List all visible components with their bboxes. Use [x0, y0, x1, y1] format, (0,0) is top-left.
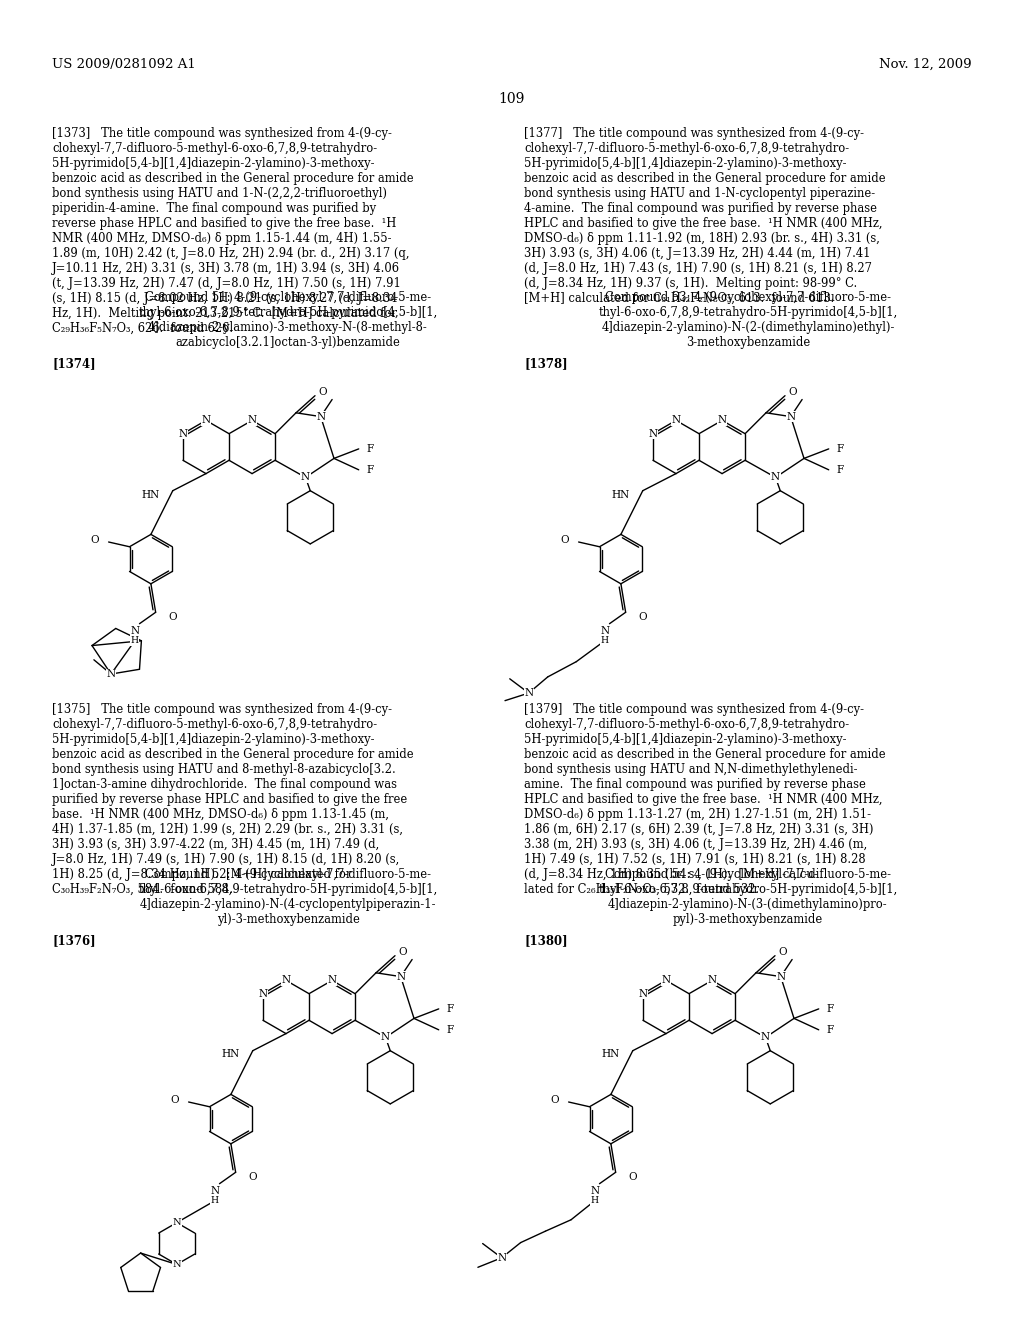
Text: Compound 52: 4-(9-cyclohexyl-7,7-difluoro-5-me-
thyl-6-oxo-6,7,8,9-tetrahydro-5H: Compound 52: 4-(9-cyclohexyl-7,7-difluor… [138, 869, 437, 927]
Text: N: N [282, 975, 291, 986]
Text: N: N [381, 1032, 390, 1043]
Text: H: H [131, 636, 139, 645]
Text: N: N [258, 989, 267, 999]
Text: HN: HN [611, 490, 630, 499]
Text: N: N [600, 626, 609, 636]
Text: N: N [662, 975, 671, 986]
Text: N: N [178, 429, 187, 438]
Text: F: F [826, 1005, 834, 1014]
Text: N: N [718, 416, 727, 425]
Text: F: F [826, 1024, 834, 1035]
Text: 109: 109 [499, 92, 525, 106]
Text: N: N [648, 429, 657, 438]
Text: F: F [446, 1005, 454, 1014]
Text: [1375]   The title compound was synthesized from 4-(9-cy-
clohexyl-7,7-difluoro-: [1375] The title compound was synthesize… [52, 704, 414, 896]
Text: [1378]: [1378] [524, 356, 567, 370]
Text: F: F [446, 1024, 454, 1035]
Text: HN: HN [601, 1049, 620, 1060]
Text: N: N [172, 1218, 181, 1228]
Text: [1379]   The title compound was synthesized from 4-(9-cy-
clohexyl-7,7-difluoro-: [1379] The title compound was synthesize… [524, 704, 886, 896]
Text: O: O [629, 1172, 637, 1181]
Text: N: N [638, 989, 647, 999]
Text: [1380]: [1380] [524, 935, 567, 946]
Text: H: H [591, 1196, 599, 1205]
Text: N: N [396, 972, 406, 982]
Text: O: O [638, 612, 647, 622]
Text: H: H [211, 1196, 219, 1205]
Text: N: N [106, 669, 116, 678]
Text: [1373]   The title compound was synthesized from 4-(9-cy-
clohexyl-7,7-difluoro-: [1373] The title compound was synthesize… [52, 127, 414, 335]
Text: [1374]: [1374] [52, 356, 95, 370]
Text: O: O [788, 387, 797, 397]
Text: N: N [672, 416, 681, 425]
Text: N: N [301, 473, 310, 482]
Text: N: N [761, 1032, 770, 1043]
Text: O: O [778, 946, 786, 957]
Text: N: N [524, 688, 534, 698]
Text: N: N [210, 1187, 219, 1196]
Text: H: H [601, 636, 609, 645]
Text: O: O [551, 1096, 559, 1105]
Text: N: N [497, 1253, 506, 1263]
Text: O: O [90, 535, 99, 545]
Text: N: N [248, 416, 257, 425]
Text: O: O [560, 535, 569, 545]
Text: O: O [318, 387, 327, 397]
Text: O: O [398, 946, 407, 957]
Text: Compound 54: 4-(9-cyclohexyl-7,7-difluoro-5-me-
thyl-6-oxo-6,7,8,9-tetrahydro-5H: Compound 54: 4-(9-cyclohexyl-7,7-difluor… [598, 869, 898, 927]
Text: N: N [316, 412, 326, 421]
Text: Compound 53: 4-(9-cyclohexyl-7,7-difluoro-5-me-
thyl-6-oxo-6,7,8,9-tetrahydro-5H: Compound 53: 4-(9-cyclohexyl-7,7-difluor… [598, 290, 898, 348]
Text: HN: HN [221, 1049, 240, 1060]
Text: F: F [367, 465, 374, 475]
Text: N: N [708, 975, 717, 986]
Text: O: O [249, 1172, 257, 1181]
Text: F: F [837, 465, 844, 475]
Text: F: F [367, 444, 374, 454]
Text: N: N [786, 412, 796, 421]
Text: [1376]: [1376] [52, 935, 95, 946]
Text: N: N [130, 626, 139, 636]
Text: F: F [837, 444, 844, 454]
Text: N: N [590, 1187, 599, 1196]
Text: N: N [202, 416, 211, 425]
Text: O: O [168, 612, 177, 622]
Text: N: N [771, 473, 780, 482]
Text: US 2009/0281092 A1: US 2009/0281092 A1 [52, 58, 196, 71]
Text: O: O [170, 1096, 179, 1105]
Text: [1377]   The title compound was synthesized from 4-(9-cy-
clohexyl-7,7-difluoro-: [1377] The title compound was synthesize… [524, 127, 886, 305]
Text: N: N [172, 1261, 181, 1269]
Text: Compound 51: 4-(9-cyclohexyl-7,7-difluoro-5-me-
thyl-6-oxo-6,7,8,9-tetrahydro-5H: Compound 51: 4-(9-cyclohexyl-7,7-difluor… [138, 290, 437, 348]
Text: N: N [328, 975, 337, 986]
Text: N: N [776, 972, 785, 982]
Text: Nov. 12, 2009: Nov. 12, 2009 [880, 58, 972, 71]
Text: HN: HN [141, 490, 160, 499]
